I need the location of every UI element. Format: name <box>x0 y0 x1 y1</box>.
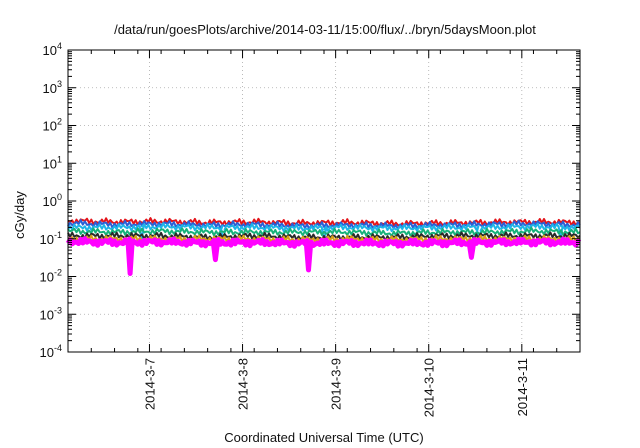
y-tick-label: 103 <box>43 79 62 96</box>
chart-title: /data/run/goesPlots/archive/2014-03-11/1… <box>114 22 536 37</box>
x-tick-label: 2014-3-9 <box>329 358 344 410</box>
y-tick-label: 102 <box>43 117 62 134</box>
series-line <box>67 219 581 231</box>
x-tick-label: 2014-3-8 <box>236 358 251 410</box>
y-tick-label: 10-3 <box>40 305 62 322</box>
series-line <box>67 217 581 228</box>
y-tick-label: 101 <box>43 154 62 171</box>
y-tick-label: 100 <box>43 192 62 209</box>
y-axis-label: cGy/day <box>12 191 27 239</box>
series-line <box>67 222 581 242</box>
x-tick-label: 2014-3-11 <box>515 358 530 416</box>
x-axis-label: Coordinated Universal Time (UTC) <box>224 430 423 445</box>
series-group <box>65 217 582 276</box>
x-tick-label: 2014-3-10 <box>422 358 437 417</box>
series-line <box>65 236 582 276</box>
y-tick-label: 104 <box>43 41 62 58</box>
series-line <box>67 231 581 242</box>
ticks: 10-4 10-3 10-2 10-1 100 101 102 103 104 2014-3-7 2… <box>40 41 581 417</box>
y-tick-label: 10-4 <box>40 343 62 360</box>
y-tick-label: 10-1 <box>40 230 62 247</box>
grid <box>68 50 580 352</box>
y-tick-label: 10-2 <box>40 268 62 285</box>
x-tick-label: 2014-3-7 <box>142 358 157 410</box>
series-line <box>67 226 581 238</box>
